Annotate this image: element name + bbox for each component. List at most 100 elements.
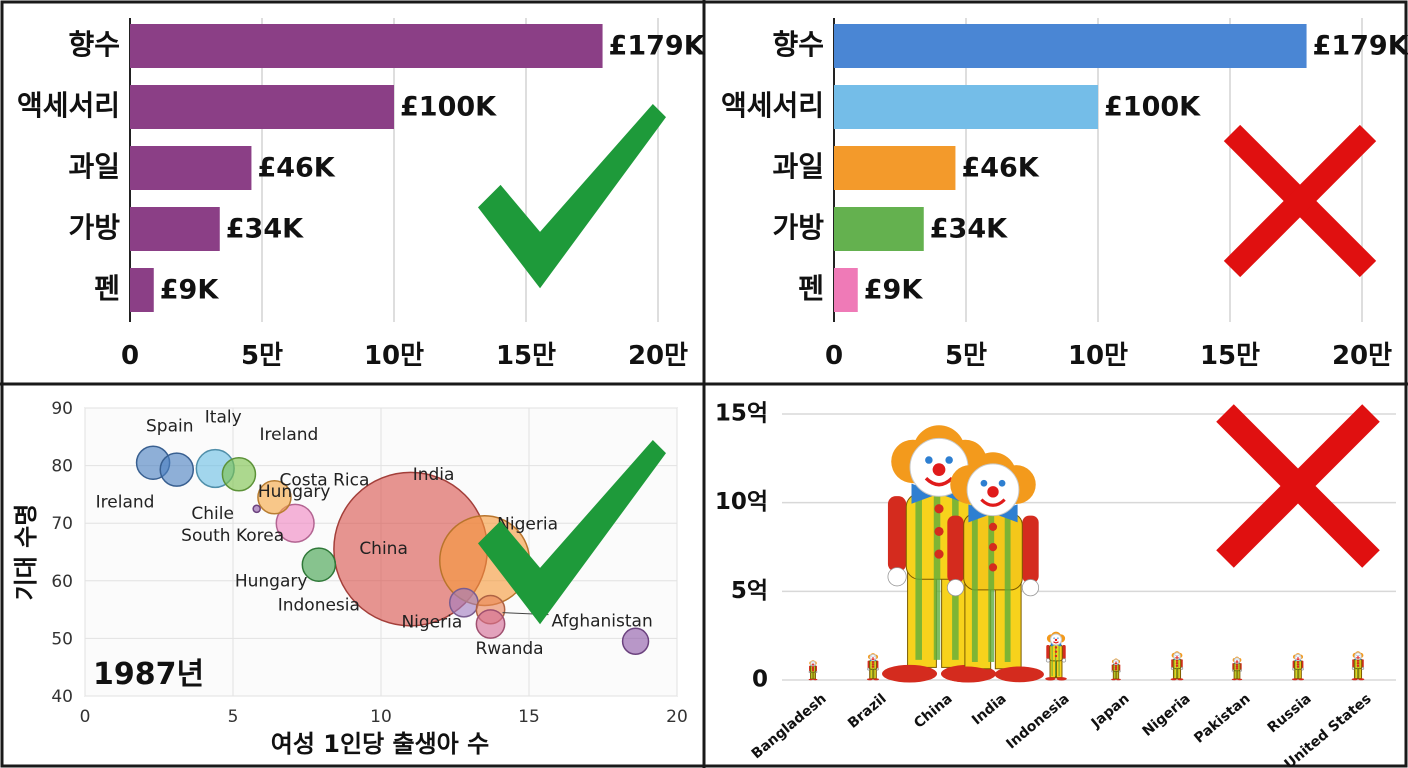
bubble [301,547,337,582]
bar [130,146,252,190]
bubble [221,456,257,492]
bar [130,24,603,68]
category-label: 향수 [68,28,120,61]
bubble-label: Afghanistan [552,612,653,632]
y-tick-label: 0 [752,667,768,693]
x-tick-label: 0 [80,707,91,727]
y-tick-label: 5억 [731,578,768,604]
bubble-label: Indonesia [278,596,360,616]
y-tick-label: 80 [51,457,73,477]
data-label: £46K [961,153,1039,184]
x-tick-label: 15 [518,707,540,727]
bubble-label: Italy [205,407,242,427]
bubble [257,480,292,515]
x-tick-label: 15만 [496,341,556,371]
bubble-chart-panel: 40 50 60 70 80 90 0 5 10 15 20 Ireland Spain Italy Ire… [12,399,688,758]
category-label: 펜 [94,272,120,305]
category-label: Russia [1265,691,1315,736]
bubble-label: Nigeria [497,515,558,535]
bubble-label: India [413,465,455,485]
data-label: £9K [160,275,220,306]
category-label: China [911,691,955,732]
bar [834,85,1098,129]
bubble-label: Spain [146,417,194,437]
clown-pictogram [1170,651,1184,681]
bubble-label: Ireland [96,493,155,513]
category-label: Pakistan [1191,691,1253,747]
bubble-label: Rwanda [475,639,543,659]
bar-chart-panel-1: 0 5만 10만 15만 20만 향수 £179K 액세서리 £100K 과일 £46K 가방 £34K… [17,18,706,371]
clown-pictogram [1351,651,1365,681]
category-label: 가방 [68,211,120,244]
category-label: 향수 [772,28,824,61]
category-label: Brazil [845,691,890,732]
category-label: Japan [1088,691,1133,732]
category-label: 펜 [798,272,824,305]
category-label: 과일 [772,150,824,183]
bubble [252,504,261,514]
x-tick-label: 0 [121,341,139,371]
check-mark-icon [478,104,666,289]
category-label: India [969,691,1010,729]
data-label: £100K [1104,92,1201,123]
category-label: Bangladesh [749,691,830,763]
category-label: Nigeria [1139,691,1193,740]
data-label: £46K [257,153,335,184]
cross-mark-icon [1223,124,1377,278]
bar [130,85,394,129]
year-annotation: 1987년 [93,657,204,692]
y-tick-label: 50 [51,629,73,649]
category-label: 액세서리 [17,89,120,122]
category-label: 과일 [68,150,120,183]
bar [834,146,956,190]
clown-pictogram [1111,658,1121,681]
data-label: £9K [864,275,924,306]
bubble [621,627,650,656]
x-tick-label: 10만 [364,341,424,371]
bubble [275,503,315,543]
data-label: £179K [1313,31,1408,62]
category-label: 액세서리 [721,89,824,122]
clown-pictogram [942,452,1044,683]
x-tick-label: 15만 [1200,341,1260,371]
bubble-label: Ireland [260,425,319,445]
data-label: £34K [930,214,1008,245]
bar [834,207,924,251]
data-label: £34K [226,214,304,245]
y-tick-label: 10억 [715,489,768,515]
bubble-label: Hungary [235,572,308,592]
x-tick-label: 5만 [241,341,283,371]
x-tick-label: 20만 [628,341,688,371]
bubble-label: China [359,539,408,559]
y-tick-label: 70 [51,514,73,534]
y-axis-title: 기대 수명 [12,504,40,601]
clown-pictogram [866,653,880,681]
bar [834,268,858,312]
x-tick-label: 10 [370,707,392,727]
bar [130,207,220,251]
bar-chart-panel-2: 0 5만 10만 15만 20만 향수 £179K 액세서리 £100K 과일 £46K 가방 £34K… [721,18,1408,371]
clown-pictogram [1045,631,1067,681]
data-label: £100K [400,92,497,123]
bubble-label: South Korea [181,526,284,546]
x-tick-label: 20 [666,707,688,727]
bubble-label: Hungary [258,482,331,502]
clown-pictogram [808,660,818,681]
clown-pictogram [1231,656,1243,681]
x-tick-label: 10만 [1068,341,1128,371]
x-tick-label: 5 [228,707,239,727]
bubble-label: Chile [191,504,234,524]
clown-pictogram [1291,653,1305,681]
x-axis-title: 여성 1인당 출생아 수 [271,730,489,758]
check-mark-icon [478,440,666,625]
y-tick-label: 40 [51,687,73,707]
bubble [159,452,195,487]
bubble [475,609,506,639]
bubble-label: Costa Rica [279,470,369,490]
x-tick-label: 0 [825,341,843,371]
category-label: 가방 [772,211,824,244]
x-tick-label: 5만 [945,341,987,371]
y-tick-label: 60 [51,572,73,592]
data-label: £179K [609,31,706,62]
